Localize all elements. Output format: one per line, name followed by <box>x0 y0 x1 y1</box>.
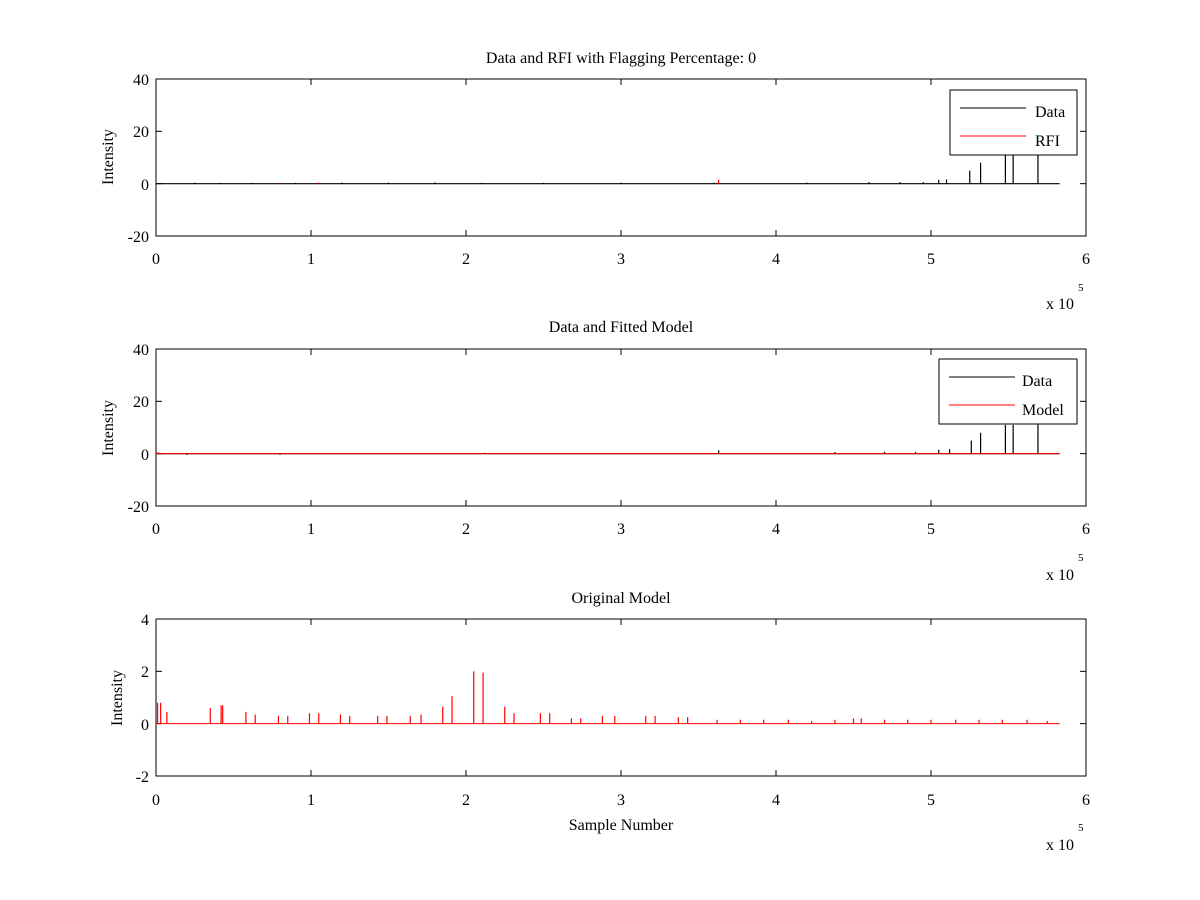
subplot-2-model: Data and Fitted Model Intensity 40 20 0 … <box>100 319 1090 584</box>
subplot-2-xtick-2: 2 <box>462 521 470 538</box>
subplot-2-legend-data-label: Data <box>1022 373 1052 390</box>
subplot-1-legend-rfi-label: RFI <box>1035 133 1060 150</box>
subplot-1-ytick-20: 20 <box>133 124 149 141</box>
subplot-1-tick-marks <box>155 78 1087 237</box>
subplot-3-title: Original Model <box>571 590 671 607</box>
subplot-2-ytick-40: 40 <box>133 342 149 359</box>
subplot-1-legend-box <box>949 89 1078 156</box>
subplot-3-ytick-4: 4 <box>141 612 149 629</box>
subplot-2-ytick-neg20: -20 <box>128 499 149 516</box>
subplot-2-xtick-5: 5 <box>927 521 935 538</box>
subplot-1-axes-box <box>155 78 1087 237</box>
subplot-3-ytick-neg2: -2 <box>136 769 149 786</box>
subplot-2-ylabel: Intensity <box>100 400 117 456</box>
subplot-2-legend: Data Model <box>938 358 1078 425</box>
subplot-3-xtick-3: 3 <box>617 792 625 809</box>
subplot-1-xtick-0: 0 <box>152 251 160 268</box>
subplot-3-original-model: Original Model Intensity 4 2 0 -2 0 1 2 … <box>109 590 1090 854</box>
subplot-3-xtick-4: 4 <box>772 792 780 809</box>
subplot-1-ytick-40: 40 <box>133 72 149 89</box>
subplot-3-ylabel: Intensity <box>109 670 126 726</box>
subplot-1-ytick-neg20: -20 <box>128 229 149 246</box>
subplot-3-ytick-0: 0 <box>141 717 149 734</box>
subplot-1-xtick-2: 2 <box>462 251 470 268</box>
subplot-2-xtick-1: 1 <box>307 521 315 538</box>
subplot-1-xtick-3: 3 <box>617 251 625 268</box>
subplot-1-xtick-4: 4 <box>772 251 780 268</box>
subplot-3-axes-box <box>155 618 1087 777</box>
subplot-3-xtick-2: 2 <box>462 792 470 809</box>
subplot-1-ytick-0: 0 <box>141 177 149 194</box>
subplot-3-xtick-0: 0 <box>152 792 160 809</box>
subplot-2-x-multiplier-exponent: 5 <box>1078 552 1084 564</box>
subplot-2-xtick-6: 6 <box>1082 521 1090 538</box>
subplot-2-x-multiplier: x 10 <box>1046 567 1074 584</box>
subplot-2-xtick-0: 0 <box>152 521 160 538</box>
subplot-2-title: Data and Fitted Model <box>549 319 694 336</box>
subplot-2-xtick-4: 4 <box>772 521 780 538</box>
subplot-2-ytick-labels: 40 20 0 -20 <box>128 342 149 516</box>
subplot-3-xtick-5: 5 <box>927 792 935 809</box>
subplot-1-ytick-labels: 40 20 0 -20 <box>128 72 149 246</box>
subplot-1-x-multiplier-exponent: 5 <box>1078 282 1084 294</box>
subplot-1-xtick-5: 5 <box>927 251 935 268</box>
subplot-3-xtick-labels: 0 1 2 3 4 5 6 <box>152 792 1090 809</box>
subplot-1-title: Data and RFI with Flagging Percentage: 0 <box>486 50 756 67</box>
subplot-1-legend-data-label: Data <box>1035 104 1065 121</box>
subplot-2-axes-box <box>155 348 1087 507</box>
subplot-1-xtick-1: 1 <box>307 251 315 268</box>
subplot-2-ytick-0: 0 <box>141 447 149 464</box>
subplot-1-legend: Data RFI <box>949 89 1078 156</box>
subplot-2-xtick-3: 3 <box>617 521 625 538</box>
subplot-1-rfi: Data and RFI with Flagging Percentage: 0… <box>100 50 1090 313</box>
subplot-1-x-multiplier: x 10 <box>1046 296 1074 313</box>
subplot-3-xtick-1: 1 <box>307 792 315 809</box>
subplot-2-xtick-labels: 0 1 2 3 4 5 6 <box>152 521 1090 538</box>
subplot-3-x-multiplier-exponent: 5 <box>1078 822 1084 834</box>
subplot-3-marks <box>156 671 1060 725</box>
subplot-3-xlabel: Sample Number <box>569 817 674 834</box>
subplot-1-ylabel: Intensity <box>100 129 117 185</box>
subplot-2-legend-box <box>938 358 1078 425</box>
subplot-2-ytick-20: 20 <box>133 394 149 411</box>
subplot-3-xtick-6: 6 <box>1082 792 1090 809</box>
subplot-2-legend-model-label: Model <box>1022 402 1064 419</box>
subplot-3-x-multiplier: x 10 <box>1046 837 1074 854</box>
subplot-2-marks <box>156 383 1060 455</box>
subplot-1-xtick-labels: 0 1 2 3 4 5 6 <box>152 251 1090 268</box>
subplot-3-ytick-labels: 4 2 0 -2 <box>136 612 149 786</box>
subplot-1-xtick-6: 6 <box>1082 251 1090 268</box>
subplot-3-ytick-2: 2 <box>141 664 149 681</box>
